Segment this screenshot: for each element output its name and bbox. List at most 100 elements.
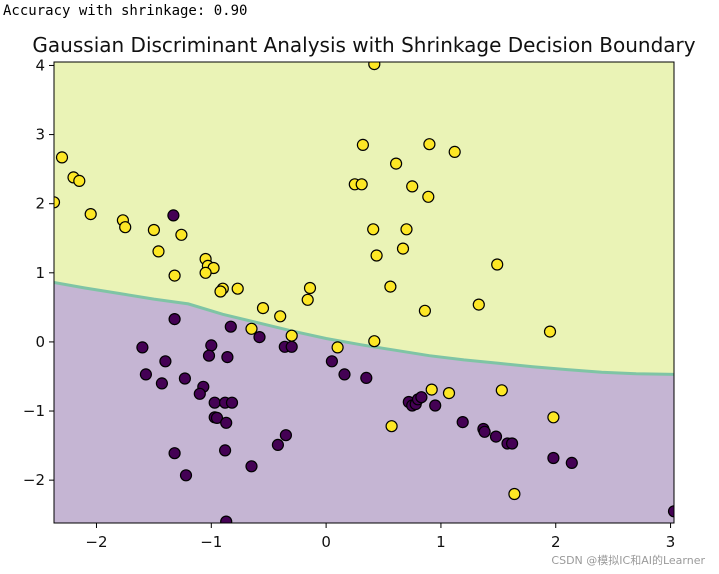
- point-class-1: [356, 138, 369, 151]
- point-class-1: [442, 387, 456, 400]
- point-class-1: [495, 384, 508, 397]
- point-class-0: [139, 368, 152, 381]
- point-class-1: [168, 269, 181, 282]
- point-class-1: [390, 157, 403, 170]
- point-class-0: [429, 399, 442, 412]
- point-class-0: [167, 209, 180, 222]
- point-class-0: [253, 331, 266, 344]
- point-class-0: [136, 341, 149, 354]
- x-tick-label: 1: [436, 533, 446, 551]
- x-tick-label: 3: [666, 533, 676, 551]
- point-class-1: [214, 285, 227, 298]
- y-tick-label: 2: [35, 195, 45, 213]
- y-tick-label: −1: [23, 402, 45, 420]
- point-class-0: [178, 372, 191, 385]
- point-class-1: [385, 420, 398, 433]
- point-class-1: [400, 223, 413, 236]
- point-class-1: [491, 258, 504, 271]
- point-class-1: [367, 223, 380, 236]
- y-tick-label: −2: [23, 471, 45, 489]
- point-class-1: [256, 302, 270, 315]
- point-class-1: [73, 174, 86, 187]
- y-tick-label: 1: [35, 264, 45, 282]
- point-class-0: [245, 460, 258, 473]
- point-class-1: [84, 208, 97, 221]
- point-class-1: [425, 383, 438, 396]
- point-class-1: [423, 138, 436, 151]
- point-class-0: [202, 349, 216, 362]
- point-class-1: [119, 221, 132, 234]
- point-class-0: [478, 425, 491, 438]
- point-class-1: [285, 329, 298, 342]
- point-class-1: [245, 322, 258, 335]
- point-class-0: [489, 430, 503, 443]
- x-axis: −2 −1 0 1 2 3: [85, 523, 675, 551]
- point-class-0: [179, 469, 193, 482]
- point-class-0: [285, 340, 298, 353]
- point-class-1: [472, 298, 485, 311]
- point-class-1: [543, 325, 557, 338]
- point-class-0: [205, 339, 218, 352]
- point-class-1: [422, 190, 435, 203]
- point-class-1: [368, 62, 381, 71]
- point-class-1: [303, 281, 317, 295]
- y-tick-label: 3: [35, 126, 45, 144]
- point-class-1: [418, 304, 431, 317]
- y-tick-label: 4: [35, 56, 45, 74]
- point-class-1: [396, 242, 410, 255]
- point-class-1: [55, 151, 69, 164]
- point-class-1: [355, 178, 368, 191]
- point-class-0: [193, 387, 206, 400]
- point-class-1: [54, 196, 61, 209]
- point-class-1: [547, 411, 560, 424]
- point-class-0: [220, 515, 233, 523]
- point-class-1: [406, 180, 419, 193]
- point-class-0: [415, 391, 428, 404]
- point-class-1: [370, 249, 383, 262]
- point-class-1: [508, 487, 521, 501]
- point-class-0: [155, 377, 168, 390]
- x-tick-label: −1: [200, 533, 222, 551]
- region-class-1: [54, 62, 674, 375]
- x-tick-label: −2: [85, 533, 107, 551]
- point-class-0: [168, 313, 181, 326]
- point-class-0: [168, 447, 181, 460]
- x-tick-label: 0: [321, 533, 331, 551]
- point-class-0: [338, 368, 351, 381]
- point-class-0: [360, 371, 373, 384]
- point-class-0: [220, 416, 233, 429]
- point-class-1: [231, 282, 244, 295]
- point-class-0: [279, 429, 292, 442]
- data-points: [54, 62, 674, 523]
- accuracy-output: Accuracy with shrinkage: 0.90: [3, 3, 248, 19]
- decision-boundary: [54, 281, 674, 376]
- point-class-0: [159, 355, 172, 368]
- point-class-1: [384, 280, 397, 293]
- point-class-1: [147, 223, 160, 237]
- point-class-0: [225, 396, 239, 409]
- decision-regions: [54, 62, 674, 523]
- x-tick-label: 2: [551, 533, 561, 551]
- point-class-1: [175, 228, 188, 241]
- watermark: CSDN @模拟IC和AI的Learner: [551, 554, 705, 567]
- point-class-0: [224, 320, 237, 333]
- point-class-0: [565, 456, 578, 469]
- point-class-0: [208, 396, 221, 409]
- point-class-1: [152, 245, 165, 258]
- point-class-0: [505, 437, 519, 450]
- point-class-0: [456, 416, 469, 429]
- point-class-0: [547, 451, 560, 465]
- point-class-0: [667, 505, 674, 518]
- point-class-0: [219, 444, 232, 457]
- point-class-1: [448, 145, 461, 158]
- point-class-1: [274, 310, 287, 323]
- point-class-0: [271, 438, 284, 451]
- point-class-1: [301, 293, 314, 306]
- plot-frame: [53, 61, 675, 524]
- point-class-0: [210, 411, 224, 424]
- point-class-1: [368, 335, 381, 348]
- point-class-1: [199, 266, 212, 279]
- y-tick-label: 0: [35, 333, 45, 351]
- point-class-1: [331, 341, 344, 354]
